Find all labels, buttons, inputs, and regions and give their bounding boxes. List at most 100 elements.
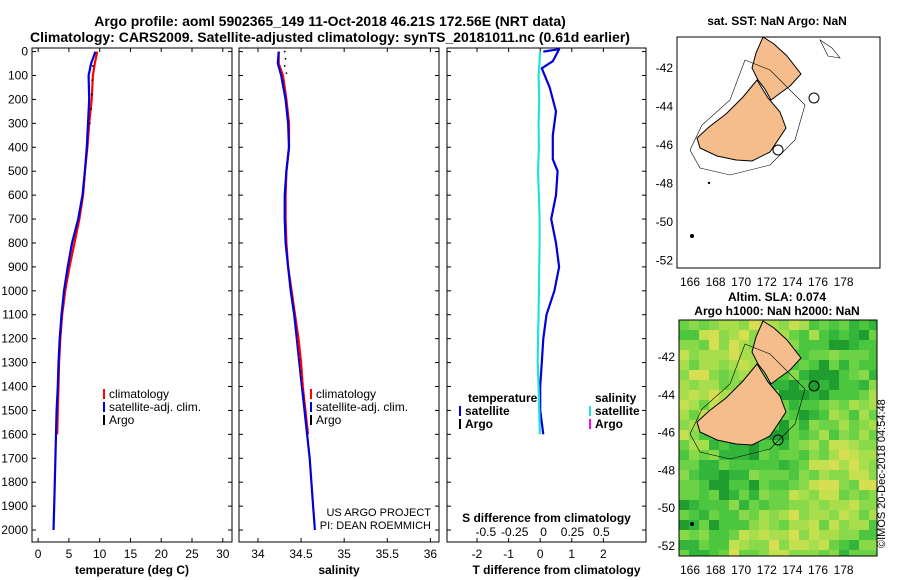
sla-cell [799, 420, 809, 430]
sla-cell [699, 430, 709, 440]
depth-tick-label: 1200 [1, 332, 28, 346]
sla-lon-label: 174 [782, 563, 802, 577]
sla-cell [799, 520, 809, 530]
sla-cell [769, 550, 779, 556]
temperature-frame [31, 47, 233, 543]
sla-cell [699, 330, 709, 340]
sla-cell [839, 390, 849, 400]
sla-cell [759, 460, 769, 470]
sla-south-island-land [696, 363, 787, 446]
sla-cell [679, 410, 689, 420]
sla-cell [719, 440, 729, 450]
sla-cell [869, 440, 877, 450]
sla-cell [709, 470, 719, 480]
sla-cell [809, 440, 819, 450]
sla-cell [859, 330, 869, 340]
temp-legend-entry: satellite [465, 404, 510, 418]
sla-cell [719, 450, 729, 460]
sla-cell [809, 530, 819, 540]
credit-annotation: US ARGO PROJECT [326, 507, 431, 519]
argo-sal-point [284, 57, 287, 60]
sla-cell [749, 490, 759, 500]
argo-temp-point [91, 79, 94, 82]
sla-cell [719, 540, 729, 550]
sla-cell [809, 370, 819, 380]
sla-cell [839, 520, 849, 530]
sla-cell [779, 550, 789, 556]
sla-cell [679, 440, 689, 450]
sla-cell [679, 450, 689, 460]
temperature-x-tick-label: 5 [66, 547, 73, 561]
sla-cell [729, 480, 739, 490]
sla-cell [689, 550, 699, 556]
sla-cell [789, 400, 799, 410]
sla-cell [719, 460, 729, 470]
sla-cell [719, 490, 729, 500]
difference-x-tick-label: 1 [568, 547, 575, 561]
difference-frame [446, 47, 647, 543]
sla-cell [819, 440, 829, 450]
salinity-x-tick-label: 35 [337, 547, 351, 561]
sla-cell [779, 440, 789, 450]
sla-cell [869, 390, 877, 400]
sla-cell [789, 440, 799, 450]
sla-cell [779, 400, 789, 410]
salinity-x-axis-label: salinity [318, 563, 360, 577]
sla-cell [739, 330, 749, 340]
sla-cell [759, 470, 769, 480]
sst-lon-label: 174 [782, 275, 802, 289]
sla-cell [809, 390, 819, 400]
difference-x-tick-label: 2 [600, 547, 607, 561]
sla-cell [809, 490, 819, 500]
sla-cell [839, 440, 849, 450]
sla-cell [779, 370, 789, 380]
sla-lat-label: -48 [658, 463, 676, 477]
sla-cell [719, 510, 729, 520]
temperature-x-tick-label: 30 [216, 547, 230, 561]
sla-cell [759, 440, 769, 450]
sla-cell [689, 340, 699, 350]
sla-cell [809, 480, 819, 490]
sla-cell [759, 530, 769, 540]
sla-cell [849, 530, 859, 540]
sla-cell [739, 320, 749, 330]
sla-cell [689, 360, 699, 370]
sla-north-island-land [751, 320, 802, 385]
chatham-marker [808, 92, 820, 104]
sla-cell [819, 350, 829, 360]
sla-cell [829, 350, 839, 360]
sla-cell [829, 500, 839, 510]
sla-field [679, 320, 877, 556]
sla-cell [839, 400, 849, 410]
sla-cell [779, 460, 789, 470]
sla-cell [779, 380, 789, 390]
sla-cell [799, 510, 809, 520]
chart-title-line-2: Climatology: CARS2009. Satellite-adjuste… [30, 29, 630, 45]
sst-isobath-east [819, 39, 841, 59]
sla-cell [709, 460, 719, 470]
sla-cell [749, 480, 759, 490]
sla-cell [689, 450, 699, 460]
sla-cell [749, 450, 759, 460]
sla-cell [779, 490, 789, 500]
sla-cell [809, 340, 819, 350]
sla-cell [849, 340, 859, 350]
sla-cell [739, 490, 749, 500]
salinity-legend-entry: climatology [316, 387, 376, 401]
sla-cell [709, 360, 719, 370]
sla-map-frame [678, 319, 878, 557]
sla-cell [769, 480, 779, 490]
sla-cell [699, 480, 709, 490]
sla-cell [739, 370, 749, 380]
s-diff-tick-label: 0 [540, 525, 547, 539]
panel-salinity: 34 34.5 35 35.5 36 salinity climatologysatelli… [238, 47, 440, 577]
sla-cell [829, 550, 839, 556]
sla-cell [829, 460, 839, 470]
sla-cell [699, 540, 709, 550]
sla-cell [839, 380, 849, 390]
sla-cell [859, 550, 869, 556]
sla-cell [849, 350, 859, 360]
sla-cell [759, 480, 769, 490]
s-diff-tick-label: -0.5 [476, 525, 497, 539]
sla-cell [689, 540, 699, 550]
